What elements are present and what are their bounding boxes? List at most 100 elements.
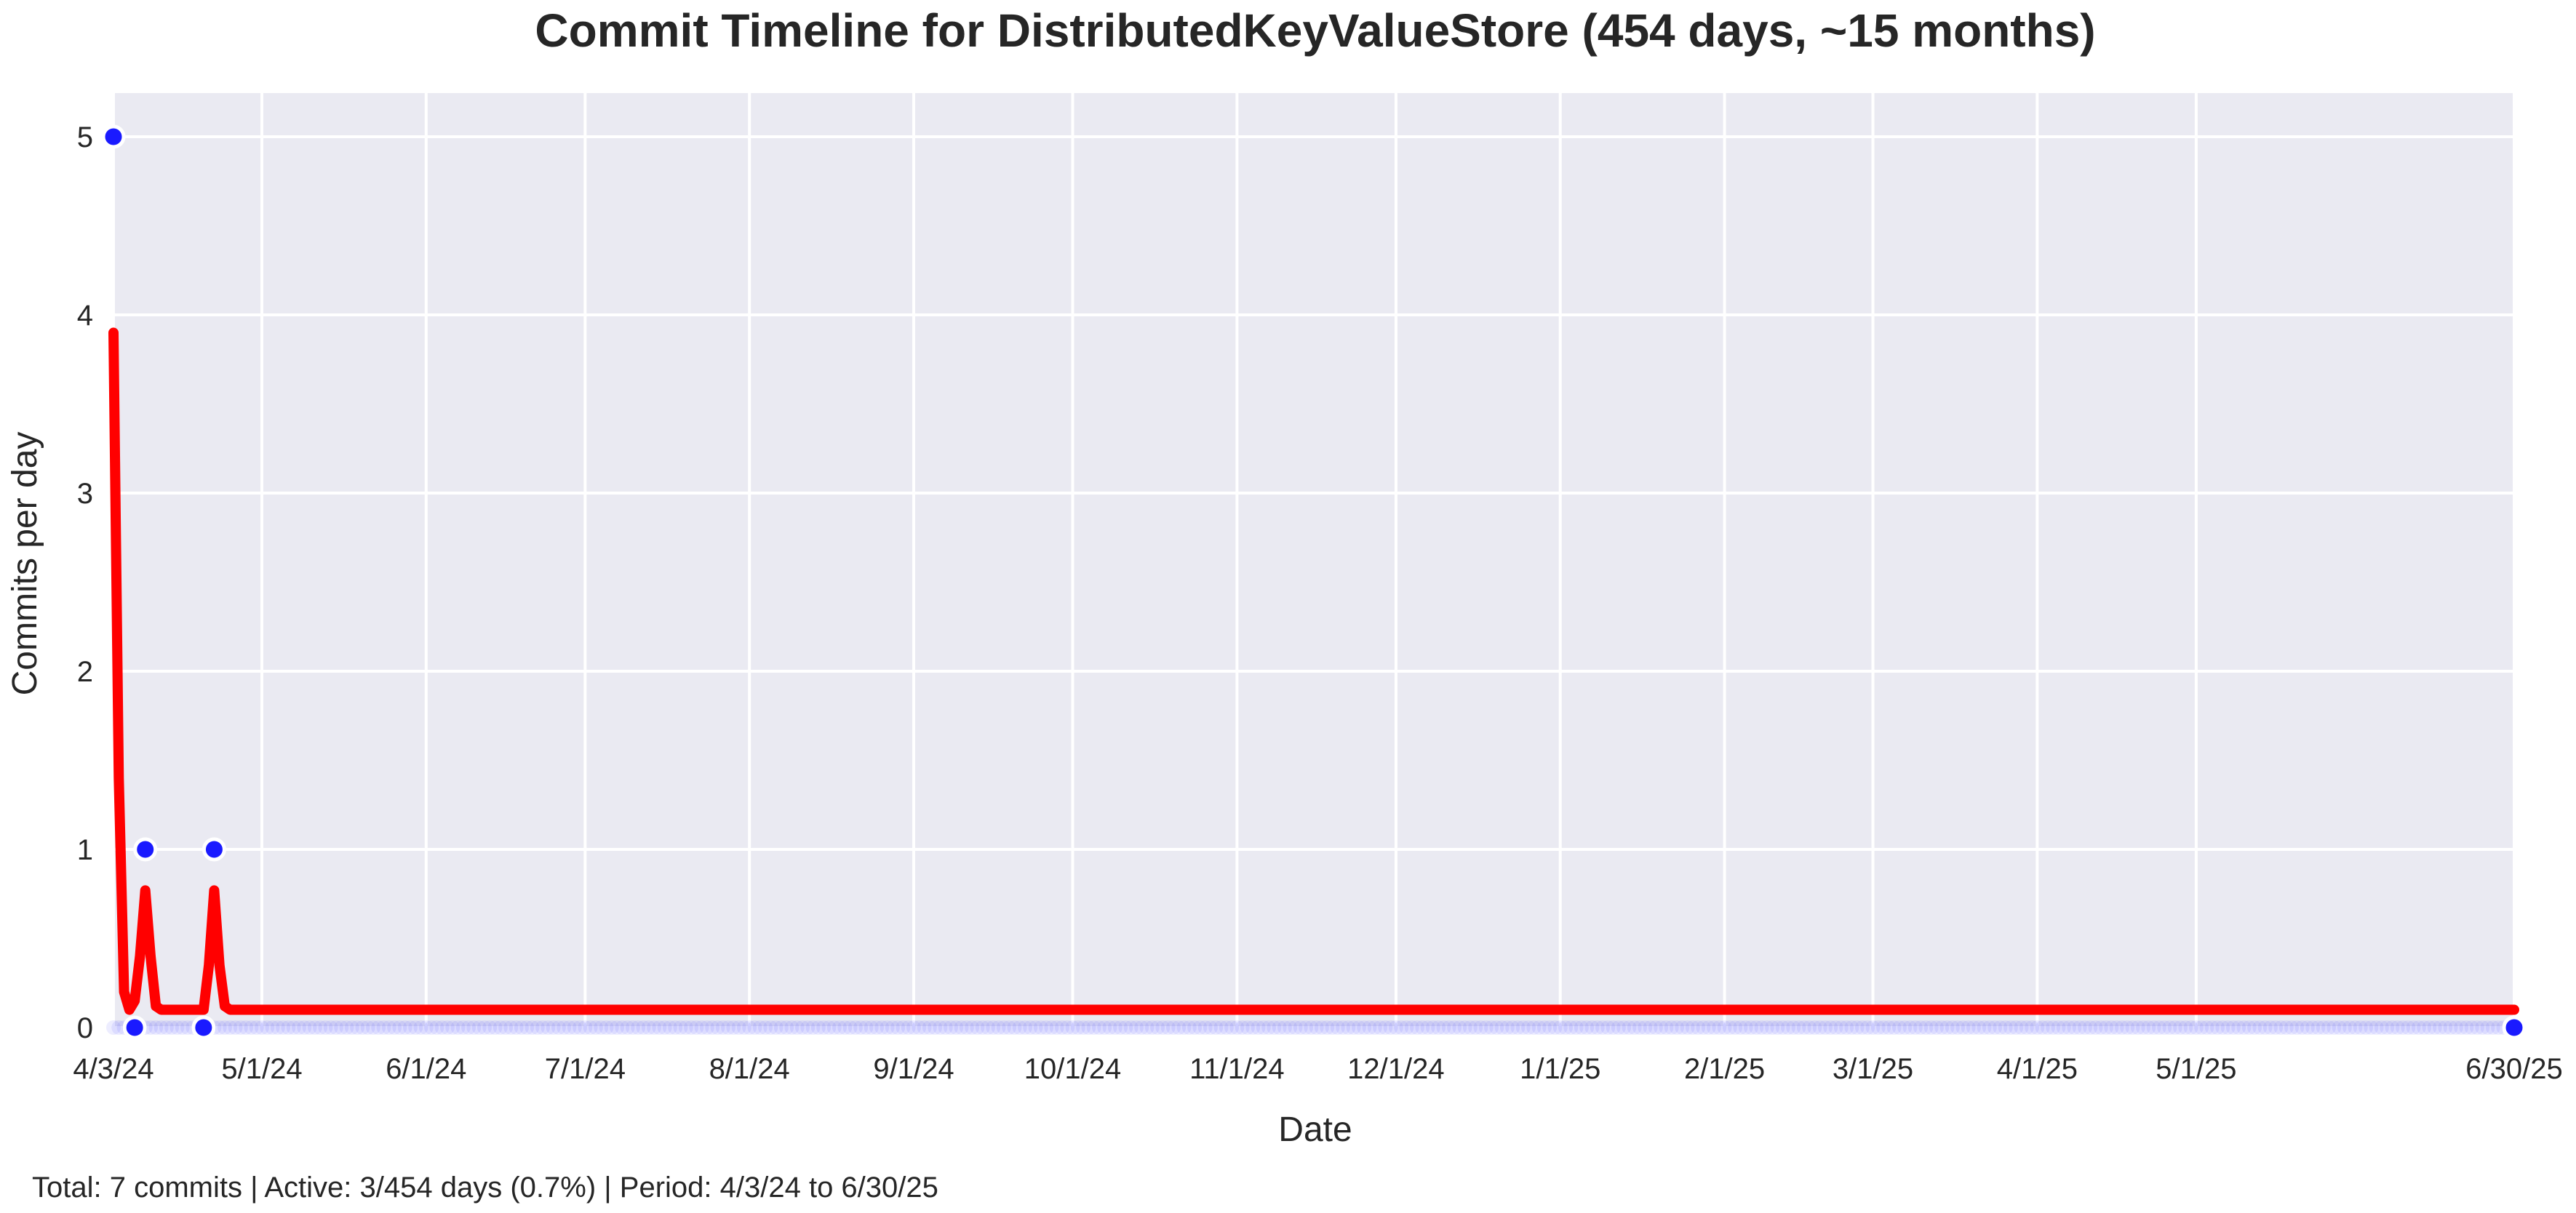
daily-point bbox=[2485, 1020, 2500, 1035]
daily-point bbox=[2364, 1020, 2379, 1035]
daily-point bbox=[1473, 1020, 1488, 1035]
daily-point bbox=[1891, 1020, 1907, 1035]
commit-point bbox=[202, 837, 226, 862]
daily-point bbox=[2030, 1020, 2045, 1035]
daily-point bbox=[1966, 1020, 1981, 1035]
daily-point bbox=[668, 1020, 683, 1035]
daily-point bbox=[1256, 1020, 1271, 1035]
daily-point bbox=[2427, 1020, 2442, 1035]
daily-point bbox=[2433, 1020, 2448, 1035]
daily-point bbox=[2035, 1020, 2050, 1035]
daily-point bbox=[1654, 1020, 1669, 1035]
daily-point bbox=[2268, 1020, 2284, 1035]
daily-point bbox=[1224, 1020, 1240, 1035]
x-tick-label: 8/1/24 bbox=[709, 1053, 790, 1085]
daily-point bbox=[1860, 1020, 1875, 1035]
y-tick-label: 5 bbox=[77, 121, 93, 153]
daily-point bbox=[1817, 1020, 1833, 1035]
daily-point bbox=[2141, 1020, 2156, 1035]
daily-point bbox=[148, 1020, 164, 1035]
daily-point bbox=[387, 1020, 402, 1035]
daily-point bbox=[291, 1020, 306, 1035]
daily-point bbox=[2401, 1020, 2416, 1035]
daily-point bbox=[1494, 1020, 1510, 1035]
daily-point bbox=[2062, 1020, 2077, 1035]
x-tick-label: 4/3/24 bbox=[73, 1053, 153, 1085]
highlight-points bbox=[101, 124, 2527, 1040]
daily-point bbox=[2470, 1020, 2485, 1035]
daily-point bbox=[2178, 1020, 2193, 1035]
daily-point bbox=[2380, 1020, 2395, 1035]
daily-point bbox=[1299, 1020, 1314, 1035]
daily-point bbox=[1505, 1020, 1520, 1035]
daily-point bbox=[1293, 1020, 1308, 1035]
daily-point bbox=[1691, 1020, 1706, 1035]
daily-point bbox=[2114, 1020, 2129, 1035]
daily-point bbox=[2236, 1020, 2252, 1035]
daily-point bbox=[254, 1020, 269, 1035]
daily-point bbox=[890, 1020, 906, 1035]
daily-point bbox=[175, 1020, 190, 1035]
daily-point bbox=[885, 1020, 900, 1035]
daily-point bbox=[742, 1020, 757, 1035]
daily-point bbox=[1431, 1020, 1446, 1035]
daily-point bbox=[599, 1020, 614, 1035]
x-axis-label: Date bbox=[1278, 1110, 1352, 1149]
daily-point bbox=[880, 1020, 895, 1035]
daily-point bbox=[1134, 1020, 1149, 1035]
daily-point bbox=[715, 1020, 730, 1035]
daily-point bbox=[647, 1020, 662, 1035]
daily-point bbox=[2120, 1020, 2135, 1035]
daily-point bbox=[2241, 1020, 2257, 1035]
daily-point bbox=[1971, 1020, 1987, 1035]
daily-point bbox=[2480, 1020, 2495, 1035]
daily-point bbox=[2459, 1020, 2474, 1035]
daily-point bbox=[1155, 1020, 1171, 1035]
daily-point bbox=[159, 1020, 174, 1035]
daily-point bbox=[1918, 1020, 1934, 1035]
daily-point bbox=[2014, 1020, 2029, 1035]
daily-point bbox=[747, 1020, 762, 1035]
daily-point bbox=[949, 1020, 964, 1035]
daily-point bbox=[1362, 1020, 1377, 1035]
daily-point bbox=[1622, 1020, 1637, 1035]
daily-point bbox=[1854, 1020, 1870, 1035]
daily-point bbox=[1176, 1020, 1192, 1035]
daily-point bbox=[2173, 1020, 2188, 1035]
daily-point bbox=[153, 1020, 169, 1035]
daily-point bbox=[2220, 1020, 2236, 1035]
daily-point bbox=[360, 1020, 375, 1035]
daily-point bbox=[2162, 1020, 2177, 1035]
daily-point bbox=[106, 1020, 121, 1035]
daily-point bbox=[2046, 1020, 2061, 1035]
daily-point bbox=[1378, 1020, 1393, 1035]
daily-point bbox=[1489, 1020, 1504, 1035]
daily-point bbox=[1028, 1020, 1043, 1035]
daily-point bbox=[1272, 1020, 1287, 1035]
daily-point bbox=[2411, 1020, 2426, 1035]
daily-point bbox=[1304, 1020, 1319, 1035]
daily-point bbox=[1039, 1020, 1054, 1035]
daily-point bbox=[318, 1020, 333, 1035]
daily-point bbox=[2491, 1020, 2506, 1035]
daily-point bbox=[869, 1020, 885, 1035]
daily-point bbox=[1696, 1020, 1711, 1035]
daily-point bbox=[1144, 1020, 1160, 1035]
x-tick-label: 6/1/24 bbox=[386, 1053, 466, 1085]
daily-point bbox=[1128, 1020, 1144, 1035]
daily-point bbox=[1468, 1020, 1483, 1035]
daily-point bbox=[1283, 1020, 1298, 1035]
daily-point bbox=[535, 1020, 551, 1035]
daily-point bbox=[1515, 1020, 1531, 1035]
daily-point bbox=[1521, 1020, 1536, 1035]
daily-point bbox=[344, 1020, 359, 1035]
x-tick-label: 10/1/24 bbox=[1024, 1053, 1121, 1085]
daily-point bbox=[339, 1020, 354, 1035]
daily-point bbox=[1643, 1020, 1658, 1035]
x-tick-label: 2/1/25 bbox=[1684, 1053, 1765, 1085]
daily-point bbox=[1961, 1020, 1976, 1035]
daily-point bbox=[445, 1020, 460, 1035]
daily-point bbox=[631, 1020, 646, 1035]
daily-point bbox=[1367, 1020, 1382, 1035]
daily-point bbox=[1590, 1020, 1605, 1035]
